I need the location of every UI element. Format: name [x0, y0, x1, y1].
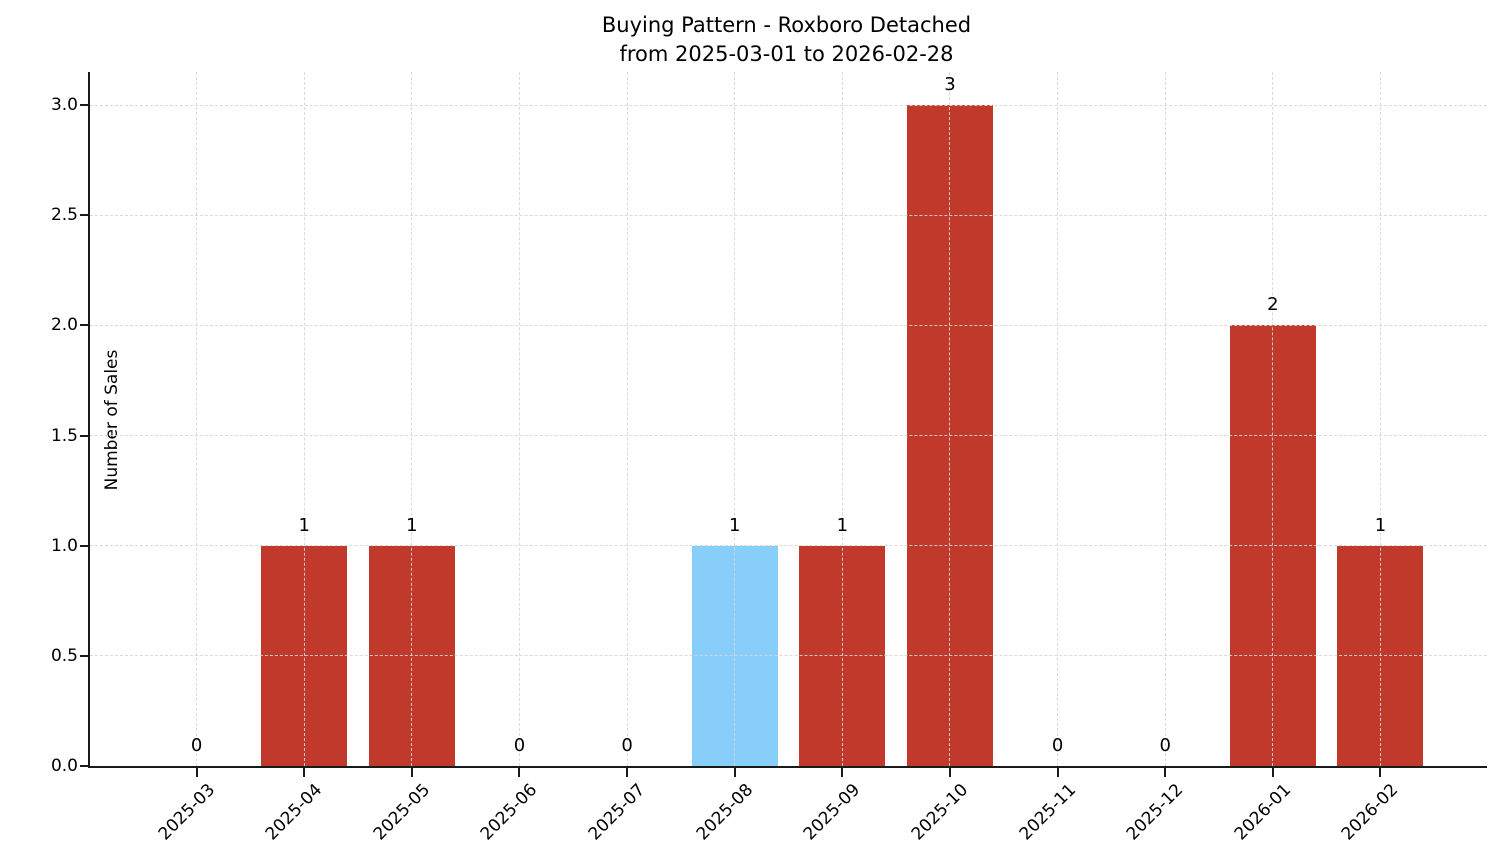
x-tick-label: 2025-08	[692, 780, 757, 845]
y-axis-label: Number of Sales	[102, 349, 122, 491]
x-axis-tick	[1379, 768, 1382, 777]
gridline-vertical	[196, 72, 198, 766]
x-axis-tick	[733, 768, 736, 777]
gridline-vertical	[1272, 72, 1274, 766]
gridline-horizontal	[90, 104, 1487, 106]
y-tick-label: 0.5	[50, 645, 78, 666]
plot-area: Number of Sales 0 1 1 0 0 1 1 3 0 0 2 1 0.0 0.5 1.0 1.5…	[51, 72, 1487, 844]
x-tick-label: 2025-11	[1015, 780, 1080, 845]
y-axis-tick	[80, 654, 88, 657]
x-tick-label: 2025-07	[584, 780, 650, 845]
gridline-horizontal	[90, 435, 1487, 437]
gridline-horizontal	[90, 324, 1487, 326]
gridline-vertical	[841, 72, 843, 766]
x-axis-tick	[303, 768, 306, 777]
chart-title-line1: Buying Pattern - Roxboro Detached	[601, 13, 972, 37]
x-tick-label: 2025-05	[369, 780, 434, 845]
bar-value-label: 0	[621, 735, 633, 756]
bar-value-label: 1	[1374, 514, 1387, 536]
bar-value-label: 1	[836, 514, 849, 536]
y-tick-label: 0.0	[50, 756, 78, 776]
x-axis-tick	[195, 768, 198, 777]
bar-value-label: 3	[944, 74, 956, 96]
x-axis-tick	[626, 768, 629, 777]
gridline-vertical	[518, 72, 520, 766]
gridline-horizontal	[90, 545, 1487, 547]
chart-title-line2: from 2025-03-01 to 2026-02-28	[619, 42, 954, 66]
gridline-horizontal	[90, 214, 1487, 216]
x-axis-tick	[841, 768, 844, 777]
gridline-vertical	[626, 72, 628, 766]
y-tick-label: 3.0	[50, 95, 78, 116]
gridline-vertical	[1164, 72, 1166, 766]
gridline-horizontal	[90, 655, 1487, 657]
bar-value-label: 1	[728, 514, 741, 536]
bar-value-label: 0	[513, 735, 526, 756]
bar-value-label: 0	[1051, 735, 1064, 756]
gridline-vertical	[303, 72, 305, 766]
bar-value-label: 0	[190, 735, 203, 756]
x-axis-tick	[948, 768, 951, 777]
x-axis-tick	[518, 768, 521, 777]
y-axis-tick	[80, 104, 88, 107]
x-axis-tick	[1271, 768, 1274, 777]
x-axis-tick	[410, 768, 413, 777]
gridline-vertical	[1057, 72, 1059, 766]
y-axis-tick	[80, 765, 88, 767]
y-tick-label: 2.0	[50, 315, 78, 336]
y-axis-tick	[80, 434, 88, 437]
chart-title: Buying Pattern - Roxboro Detached from 2…	[88, 11, 1485, 69]
gridline-vertical	[949, 72, 951, 766]
y-axis-tick	[80, 544, 88, 547]
y-tick-label: 1.0	[50, 535, 78, 556]
y-axis-tick	[80, 324, 88, 327]
y-axis-tick	[80, 214, 88, 217]
x-tick-label: 2025-10	[907, 780, 973, 845]
bar-value-label: 1	[406, 514, 418, 536]
y-tick-label: 1.5	[50, 425, 78, 446]
bar-value-label: 1	[298, 514, 310, 536]
y-tick-label: 2.5	[50, 205, 78, 226]
x-axis-tick	[1056, 768, 1059, 777]
x-tick-label: 2026-01	[1230, 780, 1295, 845]
bar-value-label: 2	[1267, 294, 1279, 316]
gridline-vertical	[411, 72, 413, 766]
x-tick-label: 2025-03	[154, 780, 219, 845]
bar-value-label: 0	[1159, 735, 1171, 756]
x-axis-tick	[1164, 768, 1167, 777]
gridline-vertical	[1379, 72, 1381, 766]
gridline-vertical	[734, 72, 736, 766]
